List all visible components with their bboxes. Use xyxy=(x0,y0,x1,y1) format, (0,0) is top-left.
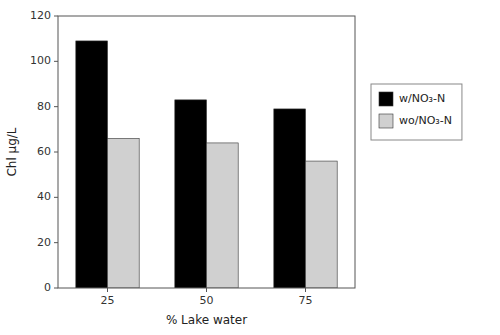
y-tick xyxy=(54,197,58,198)
y-tick xyxy=(54,106,58,107)
legend-label: wo/NO₃-N xyxy=(399,114,452,127)
bar xyxy=(207,143,239,288)
y-tick-label: 80 xyxy=(37,100,51,113)
bar xyxy=(306,161,338,288)
chart: 0 20 40 60 80 100 120 25 50 75 % Lake water Chl μg/… xyxy=(0,0,500,335)
plot-frame xyxy=(58,16,355,288)
bar xyxy=(274,109,306,288)
x-tick-label: 50 xyxy=(200,294,214,307)
x-tick-label: 25 xyxy=(101,294,115,307)
y-tick xyxy=(54,61,58,62)
legend-swatch xyxy=(379,114,393,128)
y-tick-label: 120 xyxy=(30,9,51,22)
bar xyxy=(108,138,140,288)
y-axis: 0 20 40 60 80 100 120 xyxy=(30,9,58,294)
y-tick xyxy=(54,242,58,243)
y-tick xyxy=(54,152,58,153)
x-axis: 25 50 75 xyxy=(101,288,313,307)
legend-frame xyxy=(371,84,462,140)
bar xyxy=(175,100,207,288)
x-tick xyxy=(107,288,108,292)
legend-label: w/NO₃-N xyxy=(399,92,445,105)
x-tick xyxy=(206,288,207,292)
legend-swatch xyxy=(379,92,393,106)
y-tick-label: 20 xyxy=(37,236,51,249)
x-tick-label: 75 xyxy=(299,294,313,307)
y-tick-label: 100 xyxy=(30,54,51,67)
x-tick xyxy=(305,288,306,292)
y-tick xyxy=(54,288,58,289)
bars xyxy=(76,41,337,288)
y-axis-label: Chl μg/L xyxy=(5,127,19,176)
x-axis-label: % Lake water xyxy=(166,313,247,327)
legend: w/NO₃-N wo/NO₃-N xyxy=(371,84,462,140)
chart-container: 0 20 40 60 80 100 120 25 50 75 % Lake water Chl μg/… xyxy=(0,0,500,335)
y-tick-label: 0 xyxy=(44,281,51,294)
y-tick-label: 40 xyxy=(37,190,51,203)
y-tick xyxy=(54,16,58,17)
y-tick-label: 60 xyxy=(37,145,51,158)
bar xyxy=(76,41,108,288)
